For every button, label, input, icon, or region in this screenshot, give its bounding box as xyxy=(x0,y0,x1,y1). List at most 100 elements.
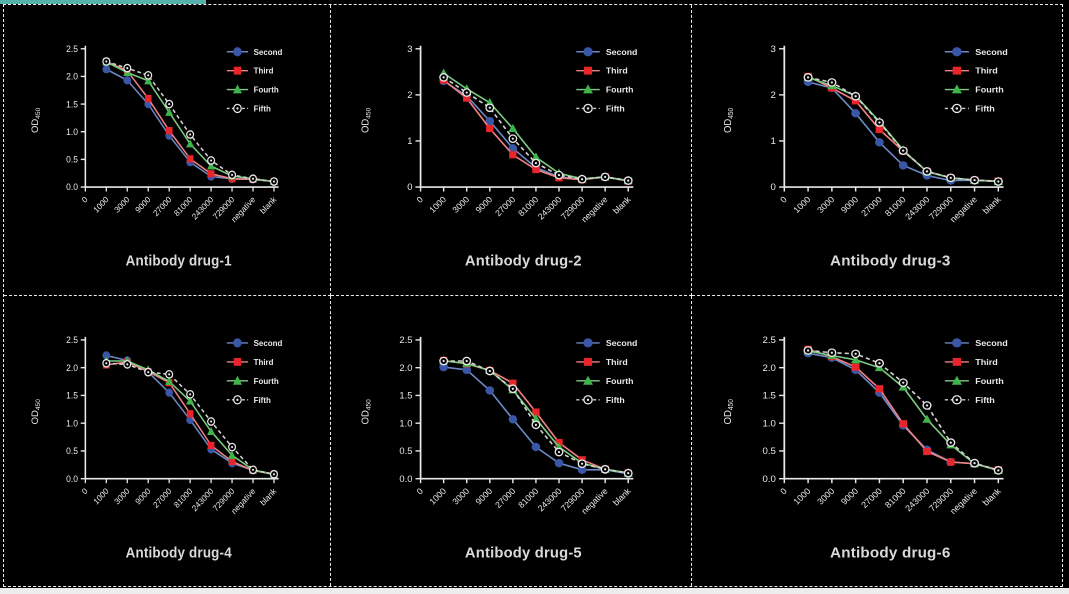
legend-marker-triangle-icon xyxy=(232,84,242,94)
data-point-third xyxy=(186,409,194,417)
legend-label: Fourth xyxy=(254,85,279,94)
x-tick-label: 1000 xyxy=(428,194,449,215)
legend-marker-triangle-icon xyxy=(583,375,594,385)
data-point-fifth-dot xyxy=(925,403,928,407)
chart-cell-antibody-drug-3: 0 1000 3000 9000 27000 81000 243000 729000 negat… xyxy=(691,5,1062,296)
data-point-fifth-dot xyxy=(231,173,234,176)
data-point-fifth-dot xyxy=(489,369,492,372)
data-point-fifth-dot xyxy=(105,60,108,63)
data-point-second xyxy=(874,138,884,147)
data-point-fifth-dot xyxy=(535,161,538,165)
data-point-fifth-dot xyxy=(558,173,561,177)
data-point-fifth-dot xyxy=(231,445,234,448)
data-point-fifth-dot xyxy=(168,372,171,375)
data-point-fifth-dot xyxy=(877,121,881,124)
x-tick-label: 3000 xyxy=(815,194,837,214)
chart-cell-antibody-drug-6: 0 1000 3000 9000 27000 81000 243000 729000 negat… xyxy=(692,296,1062,587)
x-tick-label: 0 xyxy=(778,194,789,204)
data-point-third xyxy=(875,125,883,134)
data-point-fourth xyxy=(207,426,216,435)
data-point-fifth-dot xyxy=(558,450,561,453)
data-point-fifth-dot xyxy=(627,179,630,182)
data-point-second xyxy=(485,385,495,395)
y-tick-label: 0.0 xyxy=(762,473,775,484)
data-point-fifth-dot xyxy=(925,170,928,173)
data-point-fifth-dot xyxy=(581,462,584,465)
data-point-fifth-dot xyxy=(949,176,952,179)
chart-cell-antibody-drug-2: 0 1000 3000 9000 27000 81000 243000 729000 negat… xyxy=(331,5,692,296)
data-point-fifth-dot xyxy=(604,467,607,470)
chart-cell-antibody-drug-5: 0 1000 3000 9000 27000 81000 243000 729000 negat… xyxy=(331,295,692,586)
chart-cell-antibody-drug-1: 0 1000 3000 9000 27000 81000 243000 729000 negat… xyxy=(4,5,332,296)
y-tick-label: 2 xyxy=(770,89,775,100)
data-point-second xyxy=(462,365,472,374)
legend-label: Fourth xyxy=(975,85,1004,95)
data-point-fifth-dot xyxy=(272,180,275,183)
legend-label: Fourth xyxy=(606,85,634,95)
y-tick-label: 2.0 xyxy=(66,71,78,81)
legend-label: Second xyxy=(975,338,1008,348)
legend-marker-open-circle-icon-dot xyxy=(236,107,239,110)
y-tick-label: 2.5 xyxy=(762,334,775,345)
x-tick-label: 1000 xyxy=(92,486,111,506)
x-tick-label: 3000 xyxy=(113,486,132,506)
data-point-fifth-dot xyxy=(210,159,213,162)
legend-label: Fifth xyxy=(254,395,271,404)
legend-label: Second xyxy=(254,338,283,347)
legend-marker-triangle-icon xyxy=(232,375,242,385)
legend-label: Fifth xyxy=(606,394,625,404)
data-point-fifth-dot xyxy=(126,67,129,70)
legend-label: Second xyxy=(606,47,638,57)
y-tick-label: 0.0 xyxy=(66,182,78,192)
chart-title: Antibody drug-1 xyxy=(126,252,232,269)
legend-label: Second xyxy=(606,338,638,348)
y-tick-label: 0 xyxy=(408,182,413,192)
y-tick-label: 1 xyxy=(770,135,775,146)
data-point-fifth-dot xyxy=(442,76,446,79)
data-point-second xyxy=(165,387,174,397)
data-point-fifth-dot xyxy=(489,106,492,109)
data-point-third xyxy=(165,127,173,135)
legend-marker-circle-icon xyxy=(233,337,242,348)
x-tick-label: 3000 xyxy=(451,485,472,506)
legend-marker-square-icon xyxy=(952,357,961,366)
y-tick-label: 2.5 xyxy=(66,44,78,54)
x-tick-label: blank xyxy=(259,485,279,507)
x-tick-label: 9000 xyxy=(134,195,153,215)
data-point-fourth xyxy=(186,395,195,404)
chart-cell-antibody-drug-4: 0 1000 3000 9000 27000 81000 243000 729000 negat… xyxy=(4,295,332,586)
y-tick-label: 1.0 xyxy=(66,418,78,428)
data-point-second xyxy=(850,109,860,118)
chart-title: Antibody drug-6 xyxy=(830,545,950,561)
legend-label: Third xyxy=(975,66,998,76)
x-tick-label: 0 xyxy=(80,195,90,205)
x-tick-label: 243000 xyxy=(190,486,215,513)
legend-marker-circle-icon xyxy=(583,47,594,57)
x-tick-label: 243000 xyxy=(536,194,564,221)
y-tick-label: 3 xyxy=(408,44,413,54)
y-tick-label: 0.0 xyxy=(66,473,78,483)
data-point-fifth-dot xyxy=(901,381,905,384)
x-tick-label: 243000 xyxy=(536,485,564,512)
data-point-fifth-dot xyxy=(189,133,192,136)
x-tick-label: blank xyxy=(980,194,1003,216)
x-tick-label: blank xyxy=(259,194,279,216)
y-tick-label: 1.0 xyxy=(762,417,775,428)
y-tick-label: 0.5 xyxy=(66,154,78,164)
data-point-third xyxy=(509,379,517,387)
data-point-fourth xyxy=(186,139,195,148)
legend-label: Fourth xyxy=(254,376,279,385)
legend-marker-circle-icon xyxy=(233,47,242,57)
x-tick-label: blank xyxy=(611,194,633,216)
y-tick-label: 1 xyxy=(408,136,413,146)
y-axis-label: OD450 xyxy=(361,398,373,424)
legend-label: Fourth xyxy=(975,376,1004,386)
legend-marker-open-circle-icon-dot xyxy=(236,398,239,401)
y-tick-label: 2 xyxy=(408,90,413,100)
data-point-second xyxy=(102,350,111,360)
chart-title: Antibody drug-3 xyxy=(830,254,951,270)
data-point-fifth-dot xyxy=(252,468,255,471)
